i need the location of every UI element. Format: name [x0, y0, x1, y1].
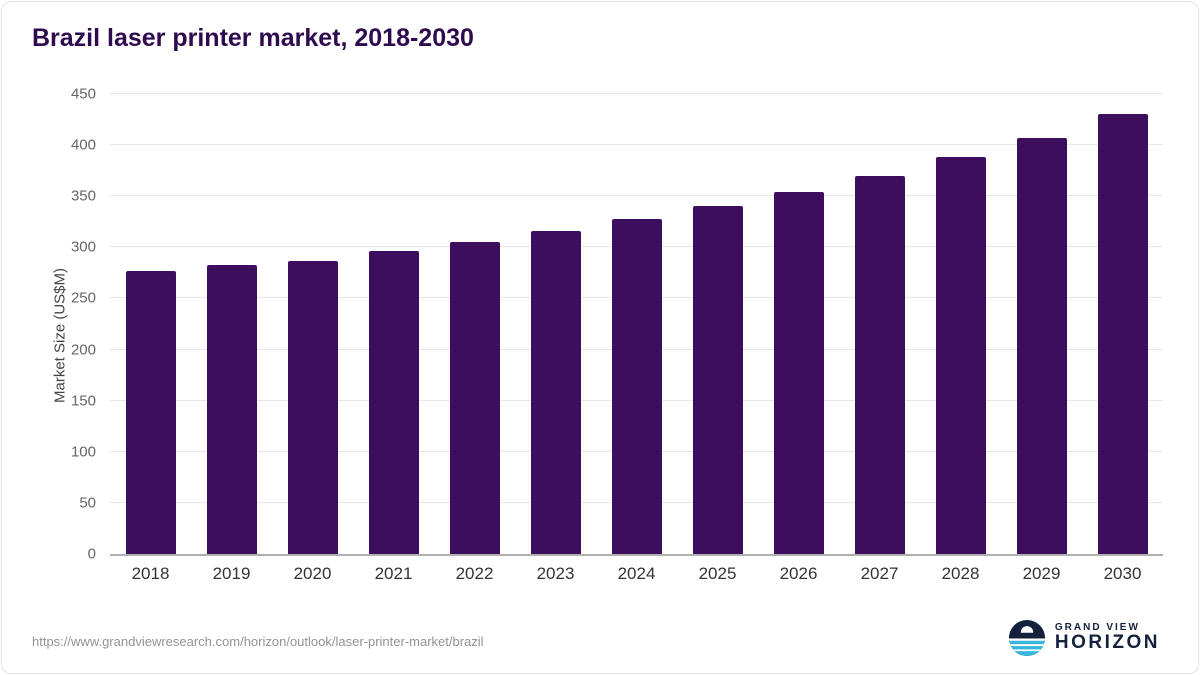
bar-slot [353, 94, 434, 554]
x-tick-label: 2021 [374, 564, 413, 583]
y-tick-label: 50 [79, 494, 96, 512]
bar-slot [1082, 94, 1163, 554]
bars [110, 94, 1163, 554]
y-tick-label: 350 [70, 187, 96, 205]
bar-2020 [287, 260, 338, 554]
gridline [110, 195, 1163, 197]
y-tick-label: 150 [70, 392, 96, 410]
bar-2022 [449, 242, 500, 554]
x-tick-label: 2019 [212, 564, 251, 583]
brand-text: GRAND VIEW HORIZON [1055, 622, 1160, 654]
bar-slot [515, 94, 596, 554]
bar-slot [677, 94, 758, 554]
x-tick-label: 2024 [617, 564, 656, 583]
bar-slot [596, 94, 677, 554]
y-tick-label: 400 [70, 136, 96, 154]
bar-2024 [611, 218, 662, 554]
bar-2029 [1016, 137, 1067, 554]
plot-area: 0 50 100 150 200 250 300 350 400 450 2018 2019 2020… [71, 86, 1163, 583]
x-tick-label: 2026 [779, 564, 818, 583]
x-tick-label: 2025 [698, 564, 737, 583]
bar-slot [272, 94, 353, 554]
y-tick-label: 450 [70, 85, 96, 103]
y-tick-label: 250 [70, 289, 96, 307]
bar-2021 [368, 251, 419, 554]
x-tick-label: 2028 [941, 564, 980, 583]
bar-slot [839, 94, 920, 554]
bar-slot [1001, 94, 1082, 554]
y-tick-label: 300 [70, 238, 96, 256]
bar-2019 [206, 264, 257, 554]
x-axis-labels: 2018 2019 2020 2021 2022 2023 2024 2025 2026 2027… [110, 564, 1163, 584]
x-tick-label: 2029 [1022, 564, 1061, 583]
bar-slot [110, 94, 191, 554]
x-tick-label: 2023 [536, 564, 575, 583]
brand-logo: GRAND VIEW HORIZON [1008, 619, 1160, 657]
x-tick-label: 2018 [131, 564, 170, 583]
brand-name-bottom: HORIZON [1054, 632, 1160, 654]
x-tick-label: 2020 [293, 564, 332, 583]
bar-2028 [935, 157, 986, 554]
bar-2025 [692, 206, 743, 554]
x-tick-label: 2027 [860, 564, 899, 583]
gridline [110, 93, 1163, 94]
source-url: https://www.grandviewresearch.com/horizo… [32, 634, 484, 649]
chart-title: Brazil laser printer market, 2018-2030 [32, 24, 474, 52]
y-tick-label: 100 [70, 443, 96, 461]
brand-name-top: GRAND VIEW [1054, 622, 1140, 634]
bar-2018 [125, 270, 176, 554]
bar-slot [191, 94, 272, 554]
y-tick-label: 200 [70, 341, 96, 359]
gridline [110, 144, 1163, 146]
y-axis-ticks: 0 50 100 150 200 250 300 350 400 450 [52, 86, 96, 563]
x-tick-label: 2030 [1103, 564, 1142, 583]
bar-slot [758, 94, 839, 554]
bar-2030 [1097, 114, 1148, 554]
bar-2027 [854, 175, 905, 554]
bar-slot [434, 94, 515, 554]
bar-2023 [530, 230, 581, 554]
bar-slot [920, 94, 1001, 554]
horizon-globe-icon [1008, 619, 1045, 657]
x-tick-label: 2022 [455, 564, 494, 583]
bar-2026 [773, 192, 824, 554]
y-tick-label: 0 [87, 545, 96, 563]
